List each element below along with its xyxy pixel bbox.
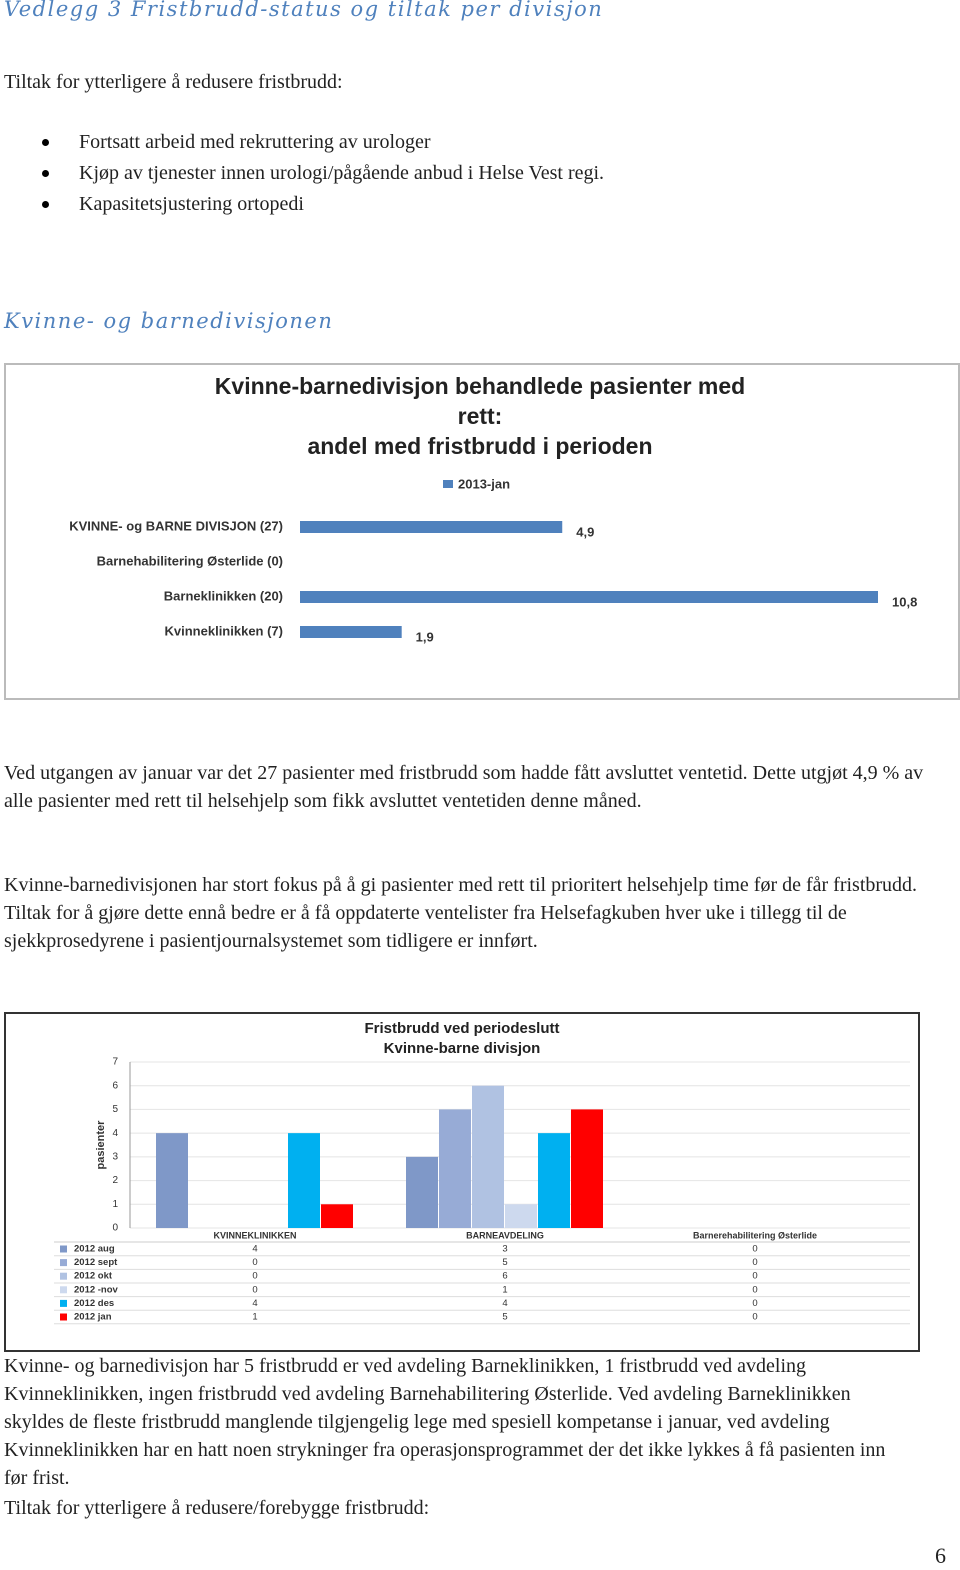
- paragraph: Ved utgangen av januar var det 27 pasien…: [4, 762, 924, 812]
- legend-label: 2012 -nov: [74, 1284, 119, 1295]
- table-value: 4: [252, 1244, 257, 1255]
- table-value: 4: [252, 1298, 257, 1309]
- bullet: Kapasitetsjustering ortopedi: [4, 189, 904, 220]
- legend-label: 2012 aug: [74, 1244, 115, 1255]
- category-label: Kvinneklinikken (7): [165, 623, 283, 638]
- y-tick-label: 7: [112, 1057, 118, 1068]
- table-value: 0: [252, 1257, 257, 1268]
- table-value: 0: [752, 1244, 757, 1255]
- bar: [571, 1109, 603, 1228]
- table-value: 0: [752, 1257, 757, 1268]
- page-title: Vedlegg 3 Fristbrudd-status og tiltak pe…: [4, 0, 604, 21]
- value-label: 10,8: [892, 594, 917, 609]
- y-tick-label: 4: [112, 1128, 118, 1139]
- chart-1: Kvinne-barnedivisjon behandlede pasiente…: [4, 363, 960, 700]
- chart-title: andel med fristbrudd i perioden: [307, 433, 652, 459]
- legend-swatch: [443, 480, 453, 488]
- table-value: 0: [752, 1271, 757, 1282]
- chart-title: Kvinne-barnedivisjon behandlede pasiente…: [215, 373, 745, 399]
- table-value: 3: [502, 1244, 507, 1255]
- paragraph: Tiltak for ytterligere å redusere/foreby…: [4, 1497, 430, 1519]
- legend-label: 2012 jan: [74, 1312, 112, 1323]
- legend-swatch: [60, 1245, 67, 1253]
- section-heading: Kvinne- og barnedivisjonen: [4, 309, 334, 333]
- legend-label: 2012 sept: [74, 1257, 118, 1268]
- y-tick-label: 6: [112, 1080, 118, 1091]
- table-value: 4: [502, 1298, 507, 1309]
- category-label: Barnerehabilitering Østerlide: [693, 1230, 817, 1240]
- chart-title: rett:: [458, 403, 503, 429]
- bar: [300, 521, 563, 533]
- paragraph: Kvinne-barnedivisjonen har stort fokus p…: [4, 874, 918, 952]
- bar: [538, 1133, 570, 1228]
- legend-swatch: [60, 1313, 67, 1321]
- category-label: BARNEAVDELING: [466, 1230, 544, 1240]
- y-tick-label: 5: [112, 1104, 118, 1115]
- table-value: 6: [502, 1271, 507, 1282]
- value-label: 1,9: [416, 629, 434, 644]
- bar: [156, 1133, 188, 1228]
- bar: [406, 1156, 438, 1228]
- bar: [505, 1204, 537, 1228]
- chart-title: Kvinne-barne divisjon: [384, 1040, 541, 1057]
- category-label: Barneklinikken (20): [164, 588, 283, 603]
- legend-swatch: [60, 1286, 67, 1294]
- bar: [321, 1204, 353, 1228]
- value-label: 4,9: [576, 524, 594, 539]
- y-tick-label: 0: [112, 1223, 118, 1234]
- bullet-list: Fortsatt arbeid med rekruttering av urol…: [4, 127, 904, 220]
- category-label: KVINNE- og BARNE DIVISJON (27): [69, 518, 283, 533]
- table-value: 1: [252, 1312, 257, 1323]
- bar: [439, 1109, 471, 1228]
- category-label: Barnehabilitering Østerlide (0): [97, 553, 283, 568]
- legend-swatch: [60, 1259, 67, 1267]
- bar: [300, 626, 402, 638]
- legend-label: 2012 okt: [74, 1271, 113, 1282]
- table-value: 0: [752, 1284, 757, 1295]
- table-value: 1: [502, 1284, 507, 1295]
- table-value: 0: [752, 1312, 757, 1323]
- intro-text: Tiltak for ytterligere å redusere fristb…: [4, 71, 343, 93]
- y-axis-label: pasienter: [95, 1120, 107, 1170]
- bar: [288, 1133, 320, 1228]
- table-value: 0: [252, 1271, 257, 1282]
- legend-label: 2012 des: [74, 1298, 114, 1309]
- table-value: 5: [502, 1257, 507, 1268]
- bar: [472, 1085, 504, 1228]
- y-tick-label: 1: [112, 1199, 118, 1210]
- table-value: 0: [752, 1298, 757, 1309]
- paragraph: Kvinne- og barnedivisjon har 5 fristbrud…: [4, 1355, 886, 1489]
- y-tick-label: 2: [112, 1175, 118, 1186]
- page-number: 6: [935, 1543, 946, 1568]
- category-label: KVINNEKLINIKKEN: [213, 1230, 296, 1240]
- table-value: 0: [252, 1284, 257, 1295]
- bar: [300, 591, 878, 603]
- legend-swatch: [60, 1299, 67, 1307]
- bullet: Kjøp av tjenester innen urologi/pågående…: [4, 158, 904, 189]
- chart-2: Fristbrudd ved periodeslutt Kvinne-barne …: [4, 1012, 920, 1352]
- bullet: Fortsatt arbeid med rekruttering av urol…: [4, 127, 904, 158]
- legend-swatch: [60, 1272, 67, 1280]
- legend-label: 2013-jan: [458, 476, 510, 491]
- y-tick-label: 3: [112, 1151, 118, 1162]
- chart-title: Fristbrudd ved periodeslutt: [364, 1020, 559, 1037]
- table-value: 5: [502, 1312, 507, 1323]
